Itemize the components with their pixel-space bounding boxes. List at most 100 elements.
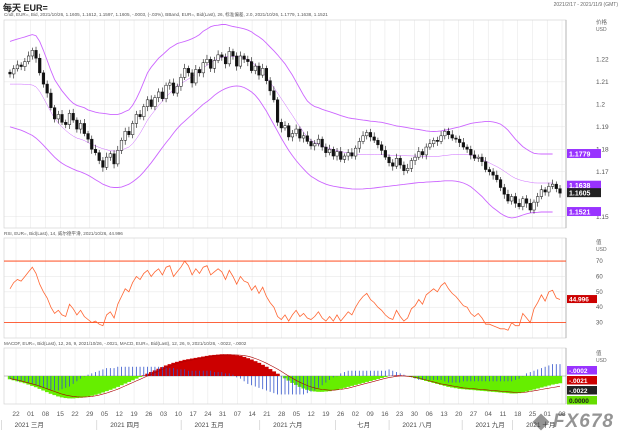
- macd-diff-bar: [492, 376, 494, 382]
- header-bar: 每天 EUR= 2021/2/17 - 2021/11/9 (GMT): [0, 0, 622, 13]
- macd-diff-bar: [325, 376, 327, 383]
- watermark-text: FX678: [553, 411, 614, 432]
- x-tick-label: 24: [204, 411, 212, 418]
- bband-upper-line: [9, 24, 553, 155]
- candle-body: [175, 86, 179, 94]
- macd-diff-bar: [462, 376, 464, 382]
- candle-body: [302, 135, 306, 139]
- macd-badge-text: -.0022: [569, 388, 588, 395]
- candle-body: [38, 57, 42, 74]
- macd-hist-bar: [483, 376, 488, 392]
- macd-diff-bar: [522, 376, 524, 377]
- candle-body: [331, 149, 335, 157]
- rsi-tick-label: 70: [596, 259, 603, 265]
- macd-hist-bar: [357, 376, 362, 384]
- macd-hist-bar: [372, 376, 377, 380]
- macd-diff-bar: [548, 365, 550, 376]
- candle-body: [328, 149, 332, 153]
- rsi-tick-label: 50: [596, 290, 603, 296]
- candle-body: [279, 122, 283, 129]
- candle-body: [272, 90, 276, 101]
- candle-body: [171, 82, 176, 94]
- candle-body: [119, 140, 124, 151]
- macd-diff-bar: [161, 366, 163, 376]
- macd-hist-bar: [360, 376, 366, 383]
- macd-diff-bar: [191, 370, 193, 376]
- macd-diff-bar: [318, 376, 319, 388]
- x-tick-label: 12: [308, 411, 316, 418]
- macd-hist-bar: [227, 354, 232, 376]
- candle-body: [168, 82, 172, 86]
- x-tick-label: 09: [367, 411, 375, 418]
- macd-hist-bar: [468, 376, 473, 390]
- macd-hist-bar: [78, 376, 83, 398]
- macd-hist-bar: [104, 376, 109, 392]
- macd-diff-bar: [470, 376, 472, 382]
- macd-hist-bar: [189, 358, 195, 376]
- candle-body: [23, 61, 27, 67]
- macd-hist-bar: [245, 358, 251, 376]
- macd-hist-bar: [487, 376, 492, 392]
- macd-hist-bar: [234, 355, 239, 376]
- macd-diff-bar: [173, 368, 174, 376]
- macd-diff-bar: [314, 376, 316, 391]
- macd-diff-bar: [511, 376, 513, 382]
- candle-body: [209, 59, 213, 69]
- x-month-label: 2021 八月: [402, 421, 431, 429]
- macd-diff-bar: [202, 370, 204, 376]
- macd-hist-bar: [119, 376, 124, 386]
- x-tick-label: 10: [175, 411, 183, 418]
- macd-hist-bar: [204, 355, 210, 376]
- candle-body: [391, 162, 395, 167]
- macd-diff-bar: [135, 366, 137, 376]
- macd-diff-bar: [518, 376, 520, 379]
- candle-body: [484, 161, 488, 170]
- macd-diff-bar: [195, 370, 197, 376]
- macd-diff-bar: [143, 366, 145, 376]
- macd-axis-label: 值: [596, 349, 602, 357]
- macd-badge: [567, 366, 597, 375]
- candle-body: [424, 146, 428, 156]
- candle-body: [97, 152, 101, 161]
- macd-diff-bar: [321, 376, 323, 386]
- x-month-label: 七月: [357, 420, 370, 429]
- macd-hist-bar: [438, 376, 444, 385]
- macd-diff-bar: [83, 376, 85, 377]
- x-tick-label: 18: [514, 411, 522, 418]
- macd-diff-bar: [117, 366, 119, 376]
- candle-body: [116, 150, 120, 165]
- candle-body: [223, 56, 228, 65]
- candle-body: [502, 187, 506, 195]
- macd-diff-bar: [232, 374, 234, 376]
- macd-diff-bar: [154, 366, 156, 376]
- watermark-logo-icon: [532, 413, 550, 431]
- candle-body: [283, 125, 287, 129]
- macd-hist-bar: [550, 376, 555, 385]
- macd-diff-bar: [13, 376, 15, 380]
- macd-diff-bar: [236, 376, 238, 378]
- macd-diff-bar: [91, 373, 93, 376]
- x-tick-label: 28: [278, 411, 286, 418]
- x-tick-label: 12: [116, 411, 124, 418]
- rsi-tick-label: 30: [596, 321, 603, 327]
- candle-body: [257, 65, 261, 76]
- candle-body: [160, 91, 164, 99]
- macd-diff-bar: [425, 376, 427, 380]
- candle-body: [79, 123, 83, 130]
- macd-hist-bar: [461, 376, 466, 390]
- candle-body: [539, 189, 543, 197]
- candle-body: [275, 99, 280, 123]
- macd-hist-bar: [349, 376, 355, 386]
- macd-diff-bar: [288, 376, 290, 395]
- macd-diff-bar: [537, 369, 539, 376]
- macd-diff-bar: [180, 369, 182, 376]
- macd-hist-bar: [193, 357, 198, 376]
- x-tick-label: 07: [234, 411, 242, 418]
- macd-hist-bar: [490, 376, 496, 392]
- macd-diff-bar: [388, 369, 390, 376]
- candle-body: [417, 151, 421, 158]
- macd-diff-bar: [310, 376, 312, 392]
- candle-body: [86, 133, 90, 140]
- macd-badge: [567, 376, 597, 385]
- macd-hist-bar: [97, 376, 102, 394]
